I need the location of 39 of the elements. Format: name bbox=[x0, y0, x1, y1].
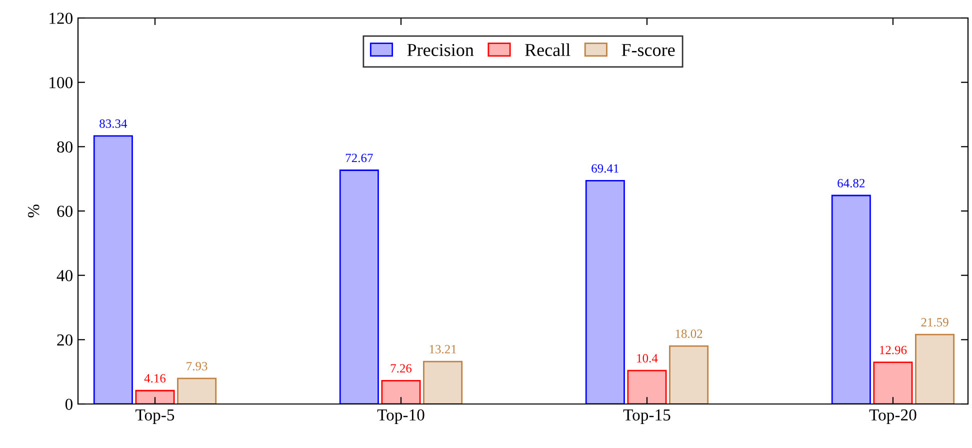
y-tick-label: 120 bbox=[50, 12, 73, 24]
y-tick-label: 80 bbox=[57, 141, 73, 153]
data-label: 4.16 bbox=[144, 374, 166, 383]
legend-label: Recall bbox=[525, 43, 570, 56]
legend-label: Precision bbox=[407, 44, 474, 56]
y-tick-label: 100 bbox=[50, 77, 73, 88]
bar bbox=[135, 390, 175, 404]
bar bbox=[585, 180, 625, 404]
bar bbox=[93, 135, 133, 404]
y-tick-label: 20 bbox=[57, 334, 73, 346]
bar bbox=[669, 345, 709, 404]
bar bbox=[627, 370, 667, 404]
legend-label: F-score bbox=[622, 44, 675, 56]
data-label: 7.93 bbox=[186, 362, 208, 370]
data-label: 72.67 bbox=[346, 154, 373, 162]
data-label: 10.4 bbox=[637, 354, 658, 363]
data-label: 12.96 bbox=[880, 346, 907, 354]
bar bbox=[381, 380, 421, 404]
data-label: 13.21 bbox=[430, 345, 456, 354]
x-tick-label: Top-15 bbox=[623, 409, 670, 424]
bar bbox=[915, 334, 955, 404]
data-label: 18.02 bbox=[676, 330, 702, 338]
x-tick-label: Top-5 bbox=[136, 410, 174, 424]
data-label: 83.34 bbox=[100, 119, 128, 128]
y-tick-label: 60 bbox=[57, 206, 73, 217]
bar bbox=[831, 194, 871, 404]
bar bbox=[339, 170, 379, 404]
data-label: 64.82 bbox=[838, 178, 865, 188]
bar bbox=[873, 362, 913, 404]
bar bbox=[177, 378, 217, 404]
y-tick-label: 0 bbox=[65, 398, 73, 410]
y-axis-title: % bbox=[28, 204, 40, 218]
x-tick-label: Top-20 bbox=[869, 409, 916, 424]
bar bbox=[423, 360, 463, 404]
data-label: 21.59 bbox=[921, 318, 948, 327]
data-label: 7.26 bbox=[390, 364, 412, 373]
x-tick-label: Top-10 bbox=[377, 409, 424, 424]
data-label: 69.41 bbox=[592, 164, 618, 173]
y-tick-label: 40 bbox=[56, 270, 73, 282]
